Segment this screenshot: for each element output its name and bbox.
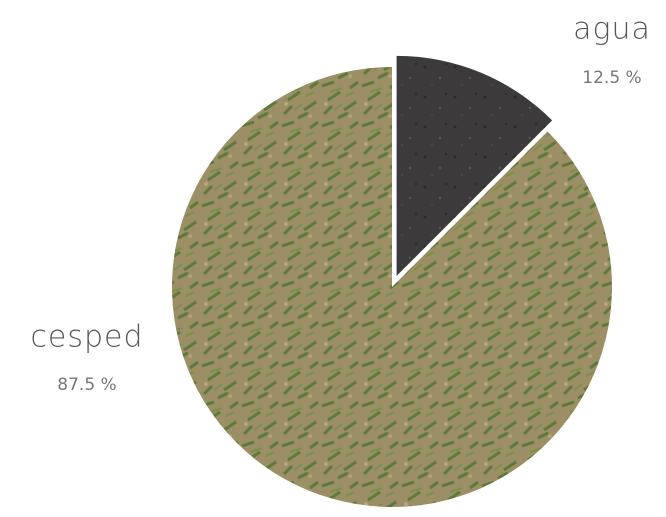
slice-label: agua: [573, 12, 651, 47]
slice-value-label: 12.5 %: [582, 68, 641, 88]
pie-slice: [396, 55, 553, 276]
pie-slice: [171, 67, 612, 507]
slice-value-label: 87.5 %: [57, 375, 116, 395]
slice-label: cesped: [30, 320, 143, 355]
pie: [171, 55, 612, 507]
